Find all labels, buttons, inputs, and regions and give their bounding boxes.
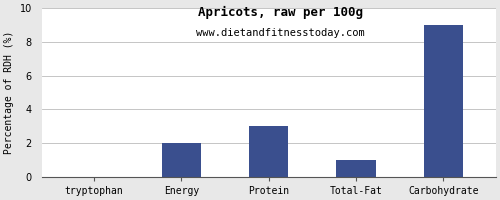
Title: Apricots, raw per 100g
www.dietandfitnesstoday.com: Apricots, raw per 100g www.dietandfitnes… [0,199,1,200]
Text: www.dietandfitnesstoday.com: www.dietandfitnesstoday.com [196,28,364,38]
Bar [336,160,376,177]
Bar [162,143,201,177]
Y-axis label: Percentage of RDH (%): Percentage of RDH (%) [4,31,14,154]
Text: Apricots, raw per 100g: Apricots, raw per 100g [198,6,362,19]
Bar [249,126,288,177]
Bar [424,25,463,177]
